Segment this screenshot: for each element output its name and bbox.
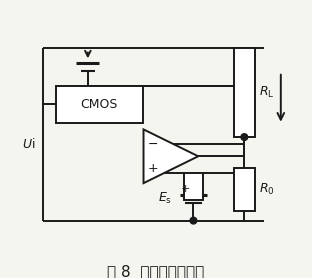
Bar: [56, 86, 143, 123]
Text: $U{\rm i}$: $U{\rm i}$: [22, 137, 35, 151]
Bar: [234, 48, 255, 137]
Text: +: +: [181, 184, 190, 194]
Bar: [234, 168, 255, 211]
Text: −: −: [148, 138, 158, 151]
Circle shape: [241, 134, 248, 140]
Text: CMOS: CMOS: [81, 98, 118, 111]
Text: $E_{\rm s}$: $E_{\rm s}$: [158, 191, 172, 206]
Bar: [184, 173, 203, 200]
Text: 图 8  恒流电路原理图: 图 8 恒流电路原理图: [107, 264, 205, 278]
Polygon shape: [144, 129, 198, 183]
Circle shape: [190, 217, 197, 224]
Text: $R_{\rm 0}$: $R_{\rm 0}$: [259, 182, 275, 197]
Text: $R_{\rm L}$: $R_{\rm L}$: [259, 85, 274, 100]
Text: +: +: [148, 162, 158, 175]
